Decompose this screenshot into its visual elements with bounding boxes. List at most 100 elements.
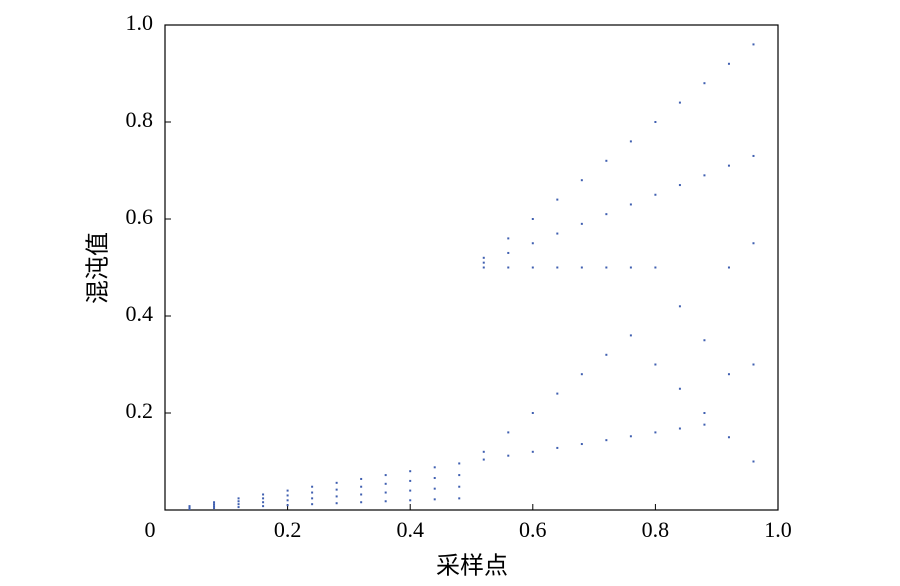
- point: [703, 339, 706, 342]
- point: [360, 485, 363, 488]
- point: [237, 506, 240, 509]
- point: [384, 474, 387, 477]
- point: [433, 466, 436, 469]
- point: [703, 82, 706, 85]
- point: [629, 140, 632, 143]
- point: [458, 497, 461, 500]
- point: [580, 443, 583, 446]
- point: [727, 62, 730, 65]
- x-tick-label: 1.0: [764, 517, 792, 542]
- point: [605, 439, 608, 442]
- point: [556, 232, 559, 235]
- point: [678, 387, 681, 390]
- point: [752, 43, 755, 46]
- y-tick-label: 0.2: [126, 398, 154, 423]
- point: [556, 198, 559, 201]
- point: [433, 498, 436, 501]
- point: [311, 503, 314, 506]
- point: [360, 477, 363, 480]
- plot-frame: [164, 24, 779, 511]
- point: [752, 242, 755, 245]
- point: [360, 493, 363, 496]
- point: [727, 436, 730, 439]
- point: [678, 101, 681, 104]
- point: [629, 435, 632, 438]
- point: [335, 488, 338, 491]
- point: [703, 174, 706, 177]
- point: [384, 500, 387, 503]
- point: [727, 164, 730, 167]
- point: [531, 242, 534, 245]
- y-tick-label: 0.8: [126, 107, 154, 132]
- point: [752, 460, 755, 463]
- point: [605, 213, 608, 216]
- point: [507, 251, 510, 254]
- x-tick-label: 0.4: [396, 517, 424, 542]
- x-tick-label: 0: [145, 517, 156, 542]
- point: [237, 503, 240, 506]
- point: [433, 476, 436, 479]
- point: [678, 305, 681, 308]
- point: [409, 499, 412, 502]
- point: [507, 454, 510, 457]
- point: [311, 485, 314, 488]
- point: [286, 489, 289, 492]
- point: [531, 450, 534, 453]
- point: [727, 266, 730, 269]
- point: [409, 489, 412, 492]
- point: [703, 423, 706, 426]
- point: [213, 507, 216, 510]
- point: [311, 491, 314, 494]
- point: [580, 222, 583, 225]
- point: [433, 487, 436, 490]
- point: [335, 502, 338, 505]
- point: [286, 504, 289, 507]
- point: [580, 373, 583, 376]
- point: [458, 485, 461, 488]
- point: [629, 203, 632, 206]
- point: [286, 499, 289, 502]
- x-tick-label: 0.6: [519, 517, 547, 542]
- point: [335, 481, 338, 484]
- point: [409, 479, 412, 482]
- point: [654, 363, 657, 366]
- point: [531, 412, 534, 414]
- point: [654, 266, 657, 269]
- point: [605, 353, 608, 356]
- point: [727, 373, 730, 376]
- x-axis-label: 采样点: [436, 553, 508, 580]
- point: [286, 494, 289, 497]
- point: [531, 218, 534, 220]
- point: [188, 505, 191, 508]
- point: [384, 491, 387, 494]
- point: [409, 470, 412, 473]
- point: [507, 237, 510, 240]
- point: [556, 392, 559, 395]
- point: [654, 121, 657, 123]
- point: [213, 505, 216, 508]
- point: [654, 431, 657, 434]
- point: [311, 497, 314, 500]
- point: [531, 266, 534, 269]
- point: [629, 334, 632, 337]
- point: [482, 450, 485, 453]
- point: [752, 154, 755, 157]
- y-axis-label: 混沌值: [85, 232, 112, 304]
- point: [482, 458, 485, 461]
- point: [262, 497, 265, 500]
- point: [678, 184, 681, 187]
- point: [629, 266, 632, 269]
- point: [458, 462, 461, 465]
- point: [237, 500, 240, 503]
- point: [482, 266, 485, 269]
- point: [605, 266, 608, 269]
- point: [360, 501, 363, 504]
- point: [703, 412, 706, 414]
- x-tick-label: 0.8: [642, 517, 670, 542]
- point: [752, 363, 755, 366]
- point: [262, 493, 265, 496]
- y-tick-label: 1.0: [126, 10, 154, 35]
- x-tick-label: 0.2: [274, 517, 302, 542]
- point: [384, 482, 387, 485]
